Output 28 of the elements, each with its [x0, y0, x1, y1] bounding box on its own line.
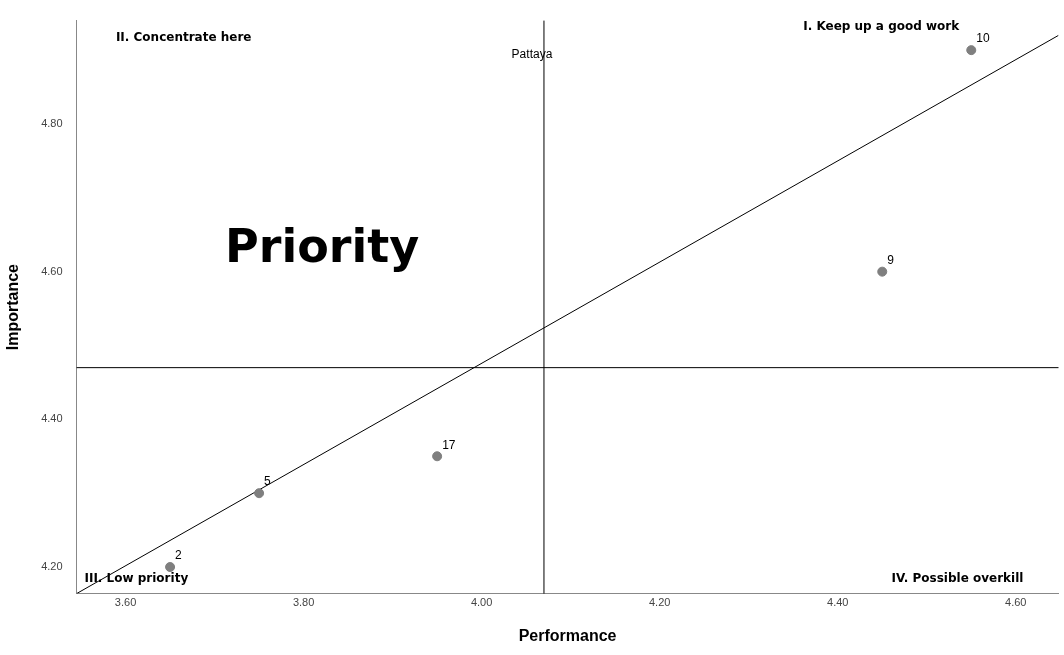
x-tick-label: 3.80: [292, 596, 315, 609]
ref-line-label: Pattaya: [511, 46, 553, 61]
y-tick-label: 4.20: [41, 560, 63, 573]
x-tick-label: 3.60: [114, 596, 137, 609]
y-tick-label: 4.60: [41, 264, 63, 277]
annotation: 17: [442, 437, 456, 452]
annotation: II. Concentrate here: [115, 30, 252, 45]
point: [165, 562, 176, 573]
point: [966, 45, 977, 56]
annotation: Priority: [224, 218, 420, 273]
y-tick-label: 4.80: [41, 117, 63, 130]
point: [877, 266, 888, 277]
x-tick-label: 4.60: [1005, 596, 1027, 609]
x-axis-title: Performance: [518, 626, 617, 644]
point: [432, 451, 443, 462]
y-tick-label: 4.40: [41, 412, 63, 425]
annotation: I. Keep up a good work: [803, 18, 961, 33]
x-tick-label: 4.20: [648, 596, 671, 609]
annotation: 10: [976, 31, 990, 46]
point: [254, 488, 265, 499]
annotation: III. Low priority: [84, 571, 189, 586]
annotation: 5: [264, 474, 272, 489]
x-tick-label: 4.00: [470, 596, 493, 609]
x-tick-label: 4.40: [827, 596, 849, 609]
annotation: IV. Possible overkill: [891, 571, 1024, 586]
y-axis-title: Importance: [4, 263, 22, 351]
annotation: 2: [175, 548, 183, 563]
annotation: 9: [887, 252, 895, 267]
